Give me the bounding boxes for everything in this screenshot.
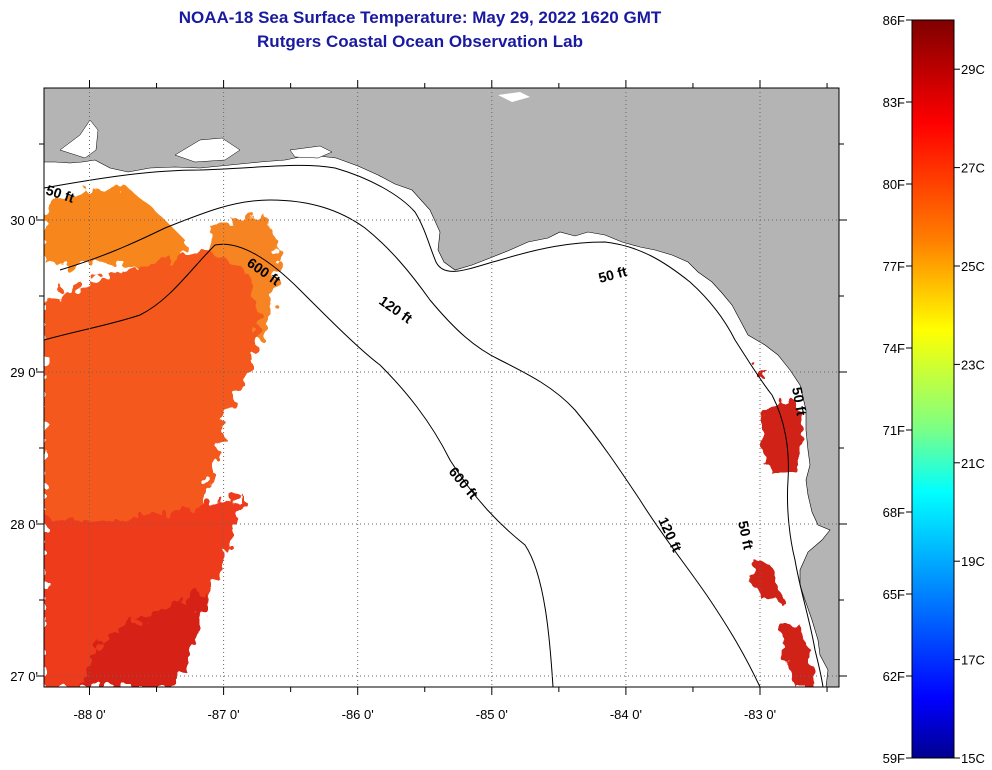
lake-inland [498, 92, 530, 102]
sst-data-layer [44, 185, 818, 687]
colorbar-c-label: 15C [961, 751, 985, 766]
sst-patch-nearshore [780, 625, 818, 687]
land-area [44, 88, 839, 687]
lon-tick-label: -87 0' [208, 707, 240, 722]
lon-tick-label: -88 0' [73, 707, 105, 722]
bay-st-andrews [289, 145, 333, 159]
sst-patch-nearshore [757, 368, 765, 378]
isobath-50ft [44, 164, 824, 687]
colorbar-c-label: 19C [961, 554, 985, 569]
colorbar-c-label: 29C [961, 62, 985, 77]
sst-patch-dark-red [80, 590, 205, 687]
lat-tick-label: 29 0' [10, 365, 38, 380]
colorbar-f-label: 68F [883, 505, 905, 520]
isobath-contours [44, 164, 824, 687]
plot-frame [43, 87, 840, 688]
lat-tick-label: 27 0' [10, 669, 38, 684]
colorbar-c-label: 17C [961, 653, 985, 668]
colorbar-c-label: 21C [961, 456, 985, 471]
lon-tick-label: -84 0' [610, 707, 642, 722]
graticule [44, 88, 839, 687]
colorbar-f-label: 65F [883, 587, 905, 602]
map-title: NOAA-18 Sea Surface Temperature: May 29,… [178, 8, 662, 27]
lon-tick-label: -83 0' [744, 707, 776, 722]
colorbar-f-label: 62F [883, 669, 905, 684]
lon-tick-label: -86 0' [342, 707, 374, 722]
map-subtitle: Rutgers Coastal Ocean Observation Lab [257, 32, 583, 51]
longitude-labels: -88 0' -87 0' -86 0' -85 0' -84 0' -83 0' [73, 707, 776, 722]
colorbar-celsius-labels: 29C 27C 25C 23C 21C 19C 17C 15C [961, 62, 985, 766]
colorbar [911, 19, 955, 759]
sst-patch-nearshore [750, 558, 782, 600]
colorbar-c-label: 25C [961, 259, 985, 274]
colorbar-c-label: 27C [961, 161, 985, 176]
lat-tick-label: 28 0' [10, 517, 38, 532]
lat-tick-label: 30 0' [10, 213, 38, 228]
colorbar-f-label: 83F [883, 95, 905, 110]
isobath-label: 50 ft [597, 263, 629, 286]
isobath-120ft [59, 199, 761, 687]
sst-patch-nearshore [760, 400, 805, 472]
colorbar-f-label: 77F [883, 259, 905, 274]
lon-tick-label: -85 0' [476, 707, 508, 722]
sst-patch-red [44, 495, 245, 687]
colorbar-fahrenheit-labels: 86F 83F 80F 77F 74F 71F 68F 65F 62F 59F [883, 13, 905, 766]
axis-ticks [36, 80, 847, 695]
isobath-label: 50 ft [735, 519, 757, 551]
colorbar-c-label: 23C [961, 357, 985, 372]
colorbar-f-label: 74F [883, 341, 905, 356]
colorbar-f-label: 80F [883, 177, 905, 192]
colorbar-f-label: 86F [883, 13, 905, 28]
colorbar-f-label: 71F [883, 423, 905, 438]
sst-patch-orange [44, 185, 185, 270]
bay-pensacola [59, 119, 99, 159]
colorbar-f-label: 59F [883, 751, 905, 766]
latitude-labels: 30 0' 29 0' 28 0' 27 0' [10, 213, 38, 684]
colorbar-ticks [906, 19, 960, 759]
isobath-600ft [44, 243, 554, 687]
isobath-label: 50 ft [789, 386, 810, 417]
